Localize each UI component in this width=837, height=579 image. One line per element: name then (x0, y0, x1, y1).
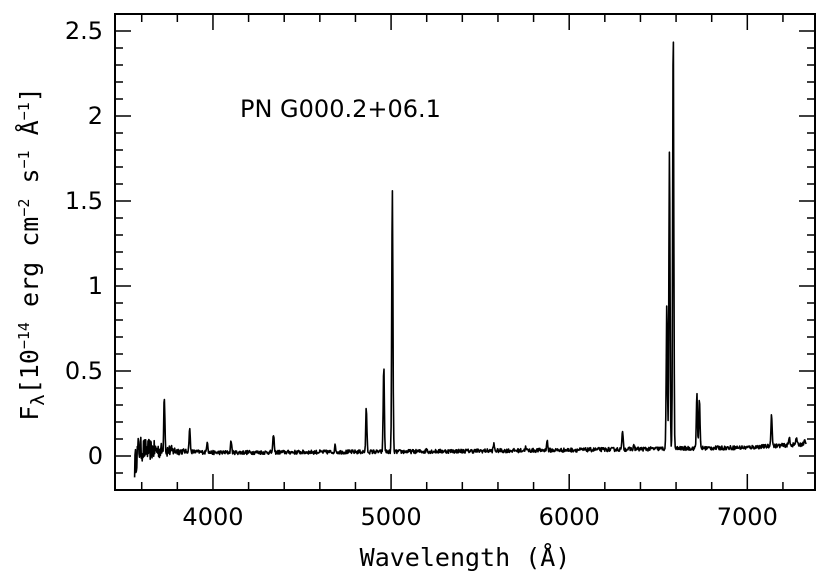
y-axis-title: Fλ[10−14 erg cm−2 s−1 Å−1] (15, 87, 49, 421)
axis-ticks (115, 14, 815, 490)
y-title-exp2: −2 (15, 199, 33, 217)
y-tick-label: 2 (88, 102, 103, 130)
x-tick-label: 6000 (539, 503, 600, 531)
y-title-bracket: [10 (15, 349, 44, 394)
x-tick-label: 4000 (182, 503, 243, 531)
y-title-mid1: erg cm (15, 217, 44, 322)
y-tick-label: 1.5 (65, 187, 103, 215)
spectrum-line (133, 41, 807, 478)
axis-tick-labels: 4000 5000 6000 7000 0 0.5 1 1.5 2 2.5 (65, 17, 778, 531)
y-tick-label: 0 (88, 442, 103, 470)
plot-frame (114, 13, 816, 491)
y-title-exp4: −1 (15, 102, 33, 120)
y-title-exp3: −1 (15, 150, 33, 168)
x-tick-label: 5000 (361, 503, 422, 531)
y-tick-label: 1 (88, 272, 103, 300)
y-title-end: ] (15, 87, 44, 102)
y-title-prefix: F (15, 406, 44, 421)
y-tick-label: 2.5 (65, 17, 103, 45)
y-tick-label: 0.5 (65, 357, 103, 385)
y-title-mid2: s (15, 169, 44, 199)
y-title-sub: λ (27, 394, 49, 405)
y-title-mid3: Å (15, 120, 44, 150)
object-name-annotation: PN G000.2+06.1 (240, 95, 441, 123)
y-title-exp1: −14 (15, 322, 33, 349)
x-axis-title: Wavelength (Å) (360, 543, 571, 572)
x-tick-label: 7000 (717, 503, 778, 531)
